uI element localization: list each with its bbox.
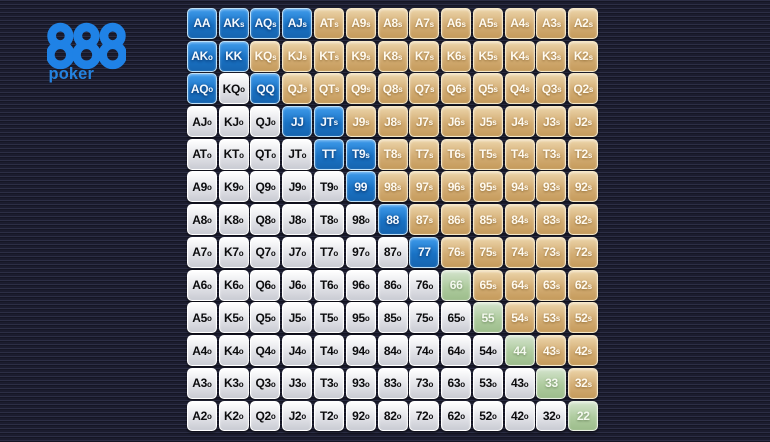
svg-text:poker: poker [49, 65, 95, 83]
